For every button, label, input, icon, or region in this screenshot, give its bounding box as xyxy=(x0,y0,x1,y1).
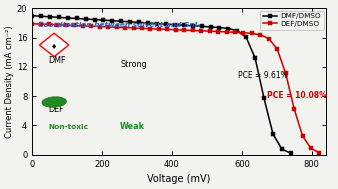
DEF/DMSO xyxy=(157,28,161,30)
Text: PCE = 9.61%: PCE = 9.61% xyxy=(238,71,288,80)
DMF/DMSO xyxy=(83,18,88,20)
Polygon shape xyxy=(40,33,69,57)
DEF/DMSO xyxy=(224,31,228,33)
Text: DEF: DEF xyxy=(48,105,64,114)
Text: Coordination between solvent and SnI₂: Coordination between solvent and SnI₂ xyxy=(38,22,201,28)
DMF/DMSO xyxy=(93,19,97,21)
DEF/DMSO xyxy=(233,31,237,33)
DEF/DMSO xyxy=(191,29,195,32)
DEF/DMSO xyxy=(216,30,220,33)
DEF/DMSO xyxy=(81,25,85,27)
DMF/DMSO xyxy=(217,26,221,29)
DEF/DMSO xyxy=(275,48,279,50)
DEF/DMSO xyxy=(174,29,178,31)
DEF/DMSO xyxy=(241,32,245,34)
Text: Strong: Strong xyxy=(120,60,147,69)
Ellipse shape xyxy=(42,97,66,107)
DEF/DMSO xyxy=(208,30,212,32)
DEF/DMSO xyxy=(89,25,93,27)
DMF/DMSO xyxy=(226,27,231,30)
DMF/DMSO xyxy=(253,57,257,59)
DMF/DMSO xyxy=(191,25,195,27)
DMF/DMSO xyxy=(30,15,34,17)
DMF/DMSO xyxy=(209,26,213,28)
DEF/DMSO xyxy=(115,26,119,28)
DEF/DMSO xyxy=(267,37,271,40)
DMF/DMSO xyxy=(244,36,248,39)
DEF/DMSO xyxy=(47,23,51,26)
DEF/DMSO xyxy=(72,24,76,27)
DMF/DMSO xyxy=(164,23,168,25)
DEF/DMSO xyxy=(106,26,110,28)
DEF/DMSO xyxy=(165,28,169,31)
DEF/DMSO xyxy=(250,32,254,35)
DEF/DMSO xyxy=(55,24,59,26)
DMF/DMSO xyxy=(146,22,150,24)
Text: DMF: DMF xyxy=(48,56,66,65)
Text: PCE = 10.08%: PCE = 10.08% xyxy=(267,91,327,100)
DMF/DMSO xyxy=(182,24,186,26)
Text: Non-toxic: Non-toxic xyxy=(48,124,88,130)
Text: ♦: ♦ xyxy=(51,44,57,50)
X-axis label: Voltage (mV): Voltage (mV) xyxy=(147,174,211,184)
DMF/DMSO xyxy=(111,20,115,22)
DEF/DMSO xyxy=(39,23,43,25)
DEF/DMSO xyxy=(30,23,34,25)
DEF/DMSO xyxy=(140,27,144,29)
Line: DEF/DMSO: DEF/DMSO xyxy=(31,22,321,154)
DMF/DMSO xyxy=(199,25,203,27)
DMF/DMSO xyxy=(48,16,52,18)
DMF/DMSO xyxy=(75,17,79,20)
DMF/DMSO xyxy=(289,152,293,154)
DMF/DMSO xyxy=(235,29,239,32)
DMF/DMSO xyxy=(262,97,266,100)
DEF/DMSO xyxy=(300,135,305,137)
Y-axis label: Current Density (mA cm⁻²): Current Density (mA cm⁻²) xyxy=(5,25,14,138)
DMF/DMSO xyxy=(173,23,177,26)
DMF/DMSO xyxy=(128,21,132,23)
DMF/DMSO xyxy=(280,148,284,150)
Text: Weak: Weak xyxy=(120,122,145,131)
DEF/DMSO xyxy=(131,27,136,29)
DMF/DMSO xyxy=(137,21,141,24)
DMF/DMSO xyxy=(155,22,159,25)
DEF/DMSO xyxy=(317,152,321,154)
DEF/DMSO xyxy=(123,26,127,29)
DMF/DMSO xyxy=(66,17,70,19)
DEF/DMSO xyxy=(64,24,68,26)
DEF/DMSO xyxy=(258,34,262,36)
DEF/DMSO xyxy=(309,147,313,149)
DEF/DMSO xyxy=(284,72,288,74)
Line: DMF/DMSO: DMF/DMSO xyxy=(31,14,292,155)
DEF/DMSO xyxy=(98,26,102,28)
DMF/DMSO xyxy=(39,15,43,17)
DMF/DMSO xyxy=(271,133,275,135)
DMF/DMSO xyxy=(119,20,123,22)
DEF/DMSO xyxy=(199,30,203,32)
DMF/DMSO xyxy=(101,19,105,21)
Legend: DMF/DMSO, DEF/DMSO: DMF/DMSO, DEF/DMSO xyxy=(260,11,323,30)
DEF/DMSO xyxy=(148,28,152,30)
DEF/DMSO xyxy=(182,29,186,31)
DMF/DMSO xyxy=(57,16,61,19)
DEF/DMSO xyxy=(292,108,296,110)
